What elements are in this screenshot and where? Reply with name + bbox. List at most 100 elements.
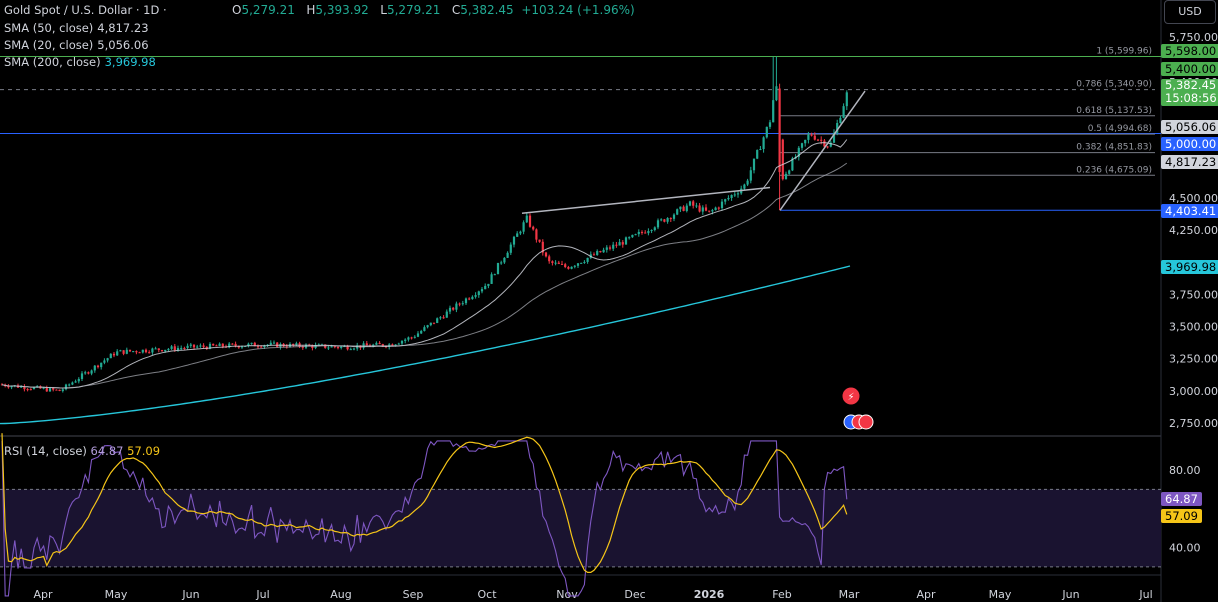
candle-body bbox=[180, 347, 183, 349]
candle-body bbox=[832, 132, 836, 143]
fib-label: 0.618 (5,137.53) bbox=[1076, 106, 1152, 116]
sma20-legend[interactable]: SMA (20, close) 5,056.06 bbox=[4, 38, 149, 52]
candle-body bbox=[810, 134, 813, 136]
candle-body bbox=[762, 137, 765, 150]
currency-button[interactable]: USD bbox=[1164, 0, 1216, 24]
candle-body bbox=[781, 139, 784, 180]
price-tick-label: 3,750.00 bbox=[1169, 288, 1218, 301]
fib-label: 0.5 (4,994.68) bbox=[1088, 124, 1152, 134]
candle-body bbox=[71, 382, 74, 385]
tag-sma50: 4,817.23 bbox=[1161, 155, 1218, 169]
sma200-line bbox=[0, 265, 851, 425]
candle-body bbox=[119, 350, 122, 352]
candle-body bbox=[791, 158, 794, 171]
candle-body bbox=[519, 231, 522, 234]
candle-body bbox=[628, 237, 631, 239]
candle-body bbox=[90, 370, 93, 374]
candle-body bbox=[154, 348, 157, 350]
candle-body bbox=[375, 342, 378, 345]
candle-body bbox=[644, 232, 647, 234]
candle-body bbox=[167, 348, 170, 350]
candle-body bbox=[730, 195, 733, 198]
candle-body bbox=[413, 336, 416, 338]
candle-body bbox=[7, 386, 10, 388]
rsi-line bbox=[1, 440, 848, 597]
symbol-title[interactable]: Gold Spot / U.S. Dollar · 1D · bbox=[4, 3, 167, 17]
candle-body bbox=[61, 389, 64, 392]
candle-body bbox=[772, 100, 775, 123]
candle-body bbox=[477, 291, 480, 296]
sma200-legend[interactable]: SMA (200, close) 3,969.98 bbox=[4, 55, 156, 69]
candle-body bbox=[26, 389, 29, 391]
candle-body bbox=[125, 349, 128, 354]
candle-body bbox=[186, 345, 189, 348]
time-tick-label: May bbox=[105, 588, 128, 601]
candle-body bbox=[688, 201, 692, 206]
candle-body bbox=[58, 389, 61, 392]
candle-body bbox=[68, 384, 71, 386]
candle-body bbox=[746, 180, 749, 185]
candle-body bbox=[484, 285, 487, 290]
candle-body bbox=[842, 106, 845, 118]
candle-body bbox=[650, 230, 653, 232]
rsi-legend[interactable]: RSI (14, close) 64.87 57.09 bbox=[4, 444, 161, 458]
candle-body bbox=[752, 158, 756, 171]
sma50-legend[interactable]: SMA (50, close) 4,817.23 bbox=[4, 21, 149, 35]
candle-body bbox=[647, 231, 650, 234]
candle-body bbox=[138, 352, 141, 354]
candle-body bbox=[621, 242, 624, 245]
price-tick-label: 2,750.00 bbox=[1169, 417, 1218, 430]
candle-body bbox=[148, 352, 151, 354]
price-tick-label: 4,500.00 bbox=[1169, 192, 1218, 205]
time-tick-label: Jul bbox=[255, 588, 269, 601]
candle-body bbox=[717, 207, 720, 209]
candle-body bbox=[676, 209, 679, 215]
candle-body bbox=[637, 231, 640, 235]
candle-body bbox=[205, 346, 208, 349]
candle-body bbox=[144, 349, 148, 353]
candle-body bbox=[503, 257, 506, 263]
tag-rsi-ma: 57.09 bbox=[1161, 509, 1202, 523]
candle-body bbox=[93, 365, 96, 371]
candle-body bbox=[250, 342, 253, 344]
candle-body bbox=[64, 384, 68, 390]
candle-body bbox=[112, 353, 116, 356]
candle-body bbox=[573, 265, 576, 267]
candle-body bbox=[736, 193, 740, 195]
candles-group bbox=[0, 56, 848, 393]
candle-body bbox=[541, 241, 544, 253]
candle-body bbox=[461, 303, 464, 305]
time-tick-label: 2026 bbox=[694, 588, 725, 601]
time-tick-label: Dec bbox=[624, 588, 645, 601]
candle-body bbox=[839, 117, 842, 124]
tag-5598: 5,598.00 bbox=[1161, 44, 1218, 58]
candle-body bbox=[660, 219, 663, 221]
candle-body bbox=[586, 257, 589, 262]
candle-body bbox=[429, 322, 432, 326]
candle-body bbox=[189, 344, 192, 346]
candle-body bbox=[624, 237, 628, 245]
candle-body bbox=[535, 229, 538, 240]
candle-body bbox=[759, 149, 762, 151]
candle-body bbox=[640, 231, 644, 233]
candle-body bbox=[228, 343, 231, 348]
candle-body bbox=[464, 298, 468, 304]
candle-body bbox=[538, 239, 541, 242]
candle-body bbox=[506, 252, 509, 258]
lightning-event-icon bbox=[842, 387, 860, 405]
candle-body bbox=[272, 342, 276, 344]
candle-body bbox=[490, 274, 493, 284]
rsi-ma-line bbox=[1, 433, 848, 573]
last-price-tag: 5,382.45 15:08:56 bbox=[1161, 79, 1218, 106]
rsi-tick-label: 80.00 bbox=[1169, 464, 1201, 477]
candle-body bbox=[87, 372, 90, 374]
candle-body bbox=[74, 381, 77, 383]
candle-body bbox=[157, 348, 160, 351]
candle-body bbox=[391, 344, 394, 346]
candle-body bbox=[32, 387, 36, 390]
tag-5000: 5,000.00 bbox=[1161, 137, 1218, 151]
candle-body bbox=[445, 311, 448, 318]
candle-body bbox=[141, 349, 144, 353]
